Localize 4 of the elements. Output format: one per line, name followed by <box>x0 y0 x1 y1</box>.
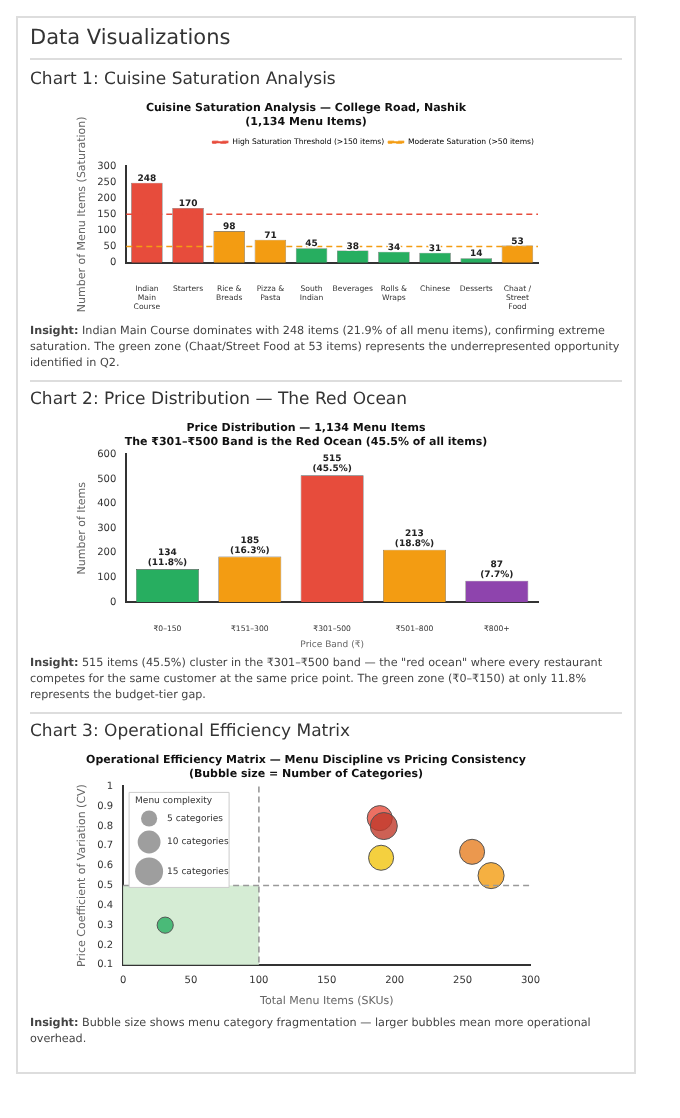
text: Data Visualizations <box>30 26 622 60</box>
caption: Chart 1: Cuisine Saturation Analysis <box>30 70 338 90</box>
caption: Chart 2: Price Distribution — The Red Ocean <box>30 390 410 410</box>
caption: Chart 3: Operational Efficiency Matrix <box>30 722 353 742</box>
